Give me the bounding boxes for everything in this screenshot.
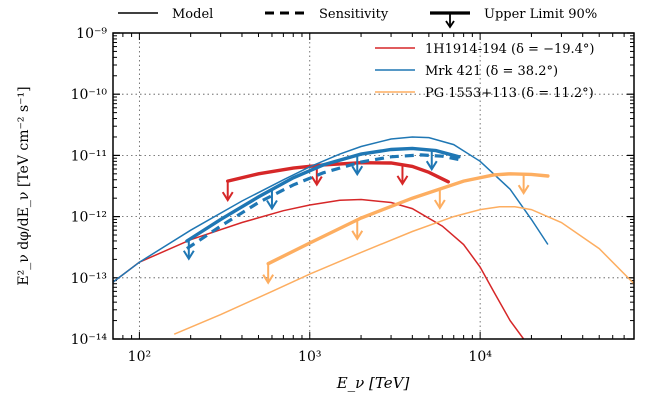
x-axis-label: E_ν [TeV] — [336, 374, 410, 392]
legend-label: Model — [172, 7, 213, 22]
plot-frame — [112, 32, 635, 340]
upper-limit-arrowhead — [266, 199, 278, 211]
style-legend: Model Sensitivity Upper Limit 90% — [118, 7, 597, 29]
y-tick-label: 10⁻¹² — [71, 210, 107, 226]
x-tick-label: 10² — [128, 349, 151, 365]
x-tick-label: 10³ — [298, 349, 321, 365]
upper-limit-arrowhead — [351, 230, 364, 241]
upper-limit-arrowhead — [517, 184, 530, 196]
legend-label: Mrk 421 (δ = 38.2°) — [425, 64, 558, 79]
legend-label: Upper Limit 90% — [484, 7, 597, 22]
legend-arrowhead — [445, 20, 455, 29]
model-line — [173, 205, 634, 335]
y-axis-label: E²_ν dφ/dE_ν [TeV cm⁻² s⁻¹] — [16, 86, 32, 285]
upper-limit-arrowhead — [351, 165, 364, 177]
y-tick-label: 10⁻¹³ — [71, 271, 107, 287]
upper-limit-arrowhead — [396, 175, 409, 186]
y-tick-label: 10⁻¹⁰ — [71, 87, 108, 103]
upper-limit-arrowhead — [182, 250, 195, 261]
legend-label: Sensitivity — [319, 7, 389, 22]
upper-limit-line — [185, 146, 461, 243]
series-legend: 1H1914-194 (δ = −19.4°) Mrk 421 (δ = 38.2… — [375, 42, 595, 101]
y-tick-label: 10⁻¹¹ — [71, 148, 107, 164]
y-tick-label: 10⁻⁹ — [76, 26, 107, 42]
legend-label: 1H1914-194 (δ = −19.4°) — [425, 42, 595, 57]
series-2 — [173, 172, 634, 335]
sensitivity-line — [186, 153, 464, 250]
x-tick-label: 10⁴ — [468, 349, 492, 365]
model-line — [113, 198, 525, 339]
series-0 — [113, 160, 525, 339]
upper-limit-arrowhead — [221, 191, 234, 203]
upper-limit-arrowhead — [310, 176, 323, 187]
upper-limit-arrowhead — [433, 199, 446, 210]
y-tick-label: 10⁻¹⁴ — [71, 332, 108, 348]
upper-limit-arrowhead — [262, 274, 275, 285]
upper-limit-line — [226, 160, 450, 184]
legend-label: PG 1553+113 (δ = 11.2°) — [425, 86, 594, 101]
upper-limit-arrowhead — [425, 160, 438, 172]
series-layer — [113, 136, 634, 339]
